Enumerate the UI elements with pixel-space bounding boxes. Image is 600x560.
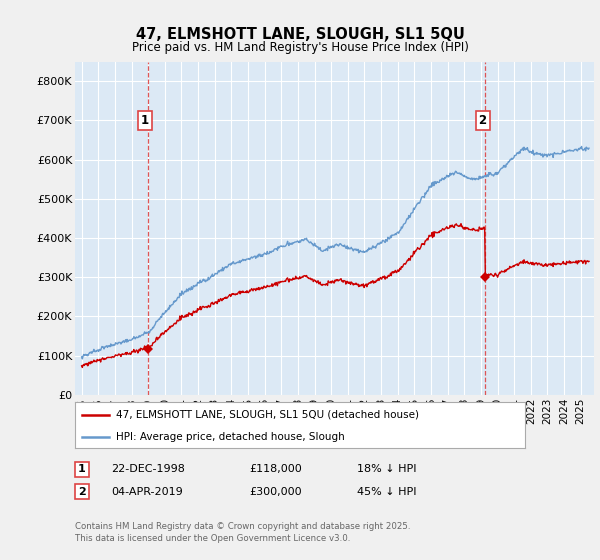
Text: 45% ↓ HPI: 45% ↓ HPI: [357, 487, 416, 497]
Text: £300,000: £300,000: [249, 487, 302, 497]
Text: Contains HM Land Registry data © Crown copyright and database right 2025.
This d: Contains HM Land Registry data © Crown c…: [75, 522, 410, 543]
Text: £118,000: £118,000: [249, 464, 302, 474]
Text: 1: 1: [78, 464, 86, 474]
Text: 1: 1: [141, 114, 149, 127]
Text: 47, ELMSHOTT LANE, SLOUGH, SL1 5QU: 47, ELMSHOTT LANE, SLOUGH, SL1 5QU: [136, 27, 464, 42]
Text: 47, ELMSHOTT LANE, SLOUGH, SL1 5QU (detached house): 47, ELMSHOTT LANE, SLOUGH, SL1 5QU (deta…: [115, 410, 419, 420]
Text: Price paid vs. HM Land Registry's House Price Index (HPI): Price paid vs. HM Land Registry's House …: [131, 41, 469, 54]
Text: 18% ↓ HPI: 18% ↓ HPI: [357, 464, 416, 474]
Text: 2: 2: [478, 114, 487, 127]
Text: 22-DEC-1998: 22-DEC-1998: [111, 464, 185, 474]
Text: 04-APR-2019: 04-APR-2019: [111, 487, 183, 497]
Text: 2: 2: [78, 487, 86, 497]
Text: HPI: Average price, detached house, Slough: HPI: Average price, detached house, Slou…: [115, 432, 344, 441]
